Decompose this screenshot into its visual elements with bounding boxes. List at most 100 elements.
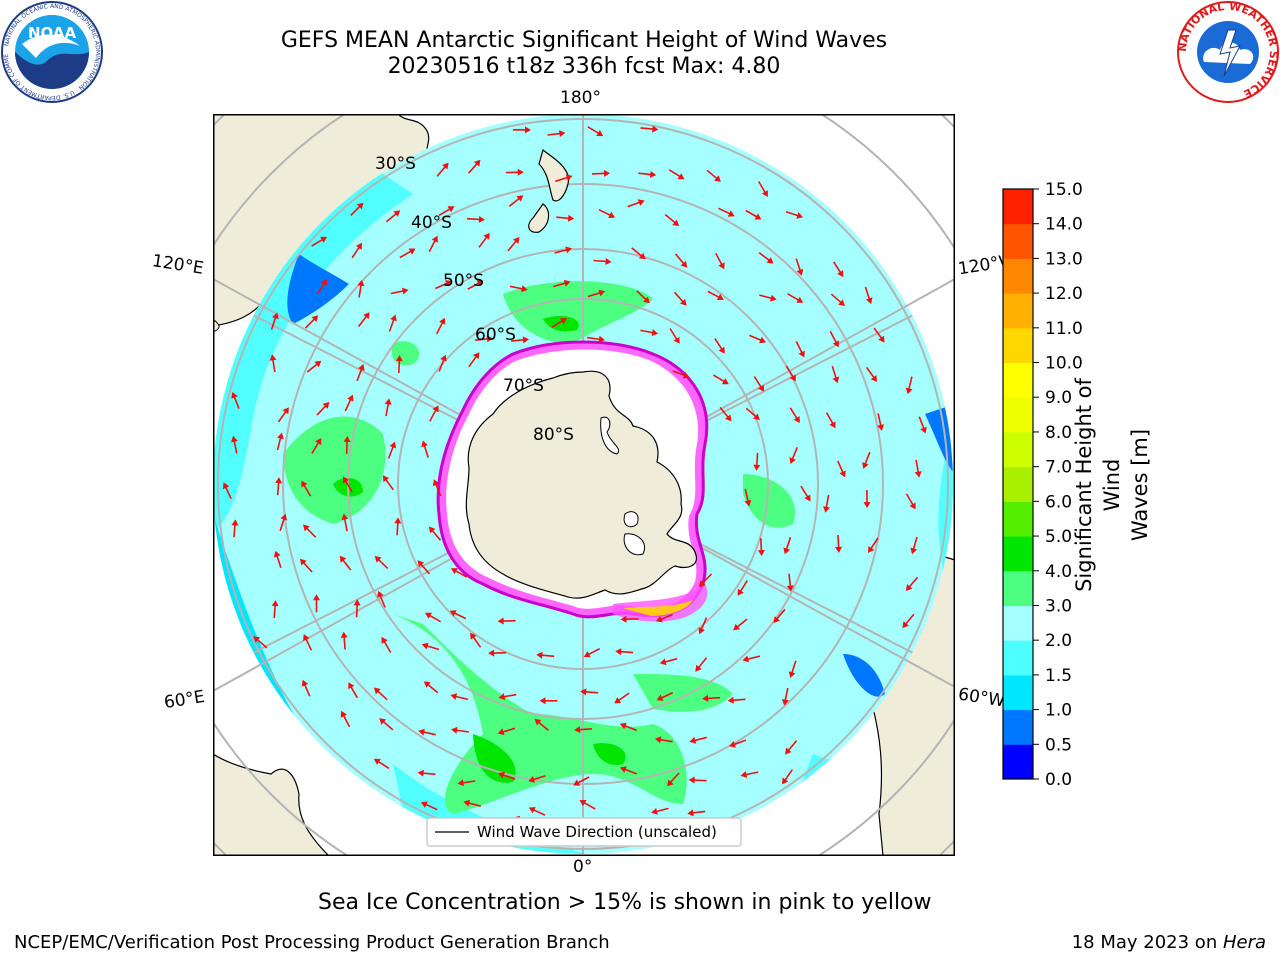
wave-arrow-head (580, 688, 587, 696)
wave-arrow-shaft (586, 336, 602, 341)
wave-arrow-head (463, 799, 471, 807)
wave-arrow-shaft (390, 289, 405, 295)
wave-arrow-shaft (556, 216, 571, 220)
wave-arrow-head (796, 296, 804, 303)
wave-arrow-shaft (654, 807, 669, 813)
wave-arrow-head (473, 352, 480, 360)
wave-arrow-head (596, 130, 604, 137)
wave-arrow-head (470, 632, 477, 640)
wave-arrow-shaft (745, 407, 758, 419)
lon-label-60e: 60°E (162, 686, 207, 714)
wave-arrow-head (920, 426, 927, 434)
wave-arrow-shaft (355, 603, 358, 618)
wave-arrow-head (909, 502, 916, 510)
wave-arrow-head (417, 769, 424, 777)
wave-arrow-head (789, 374, 796, 382)
wave-arrow-shaft (341, 558, 352, 571)
lat-label-30s: 30°S (375, 154, 416, 174)
wave-arrow-head (498, 693, 506, 701)
wave-arrow-shaft (316, 281, 326, 295)
wave-arrow-shaft (587, 126, 601, 135)
wave-arrow-shaft (619, 650, 634, 654)
wave-arrow-shaft (907, 576, 919, 589)
wave-arrow-head (314, 360, 322, 368)
wave-arrow-shaft (508, 196, 521, 208)
wave-arrow-shaft (623, 724, 637, 732)
wave-arrow-shaft (759, 294, 774, 300)
wave-arrow-shaft (790, 660, 797, 675)
wave-arrow-shaft (905, 493, 915, 507)
wave-arrow-head (832, 376, 840, 384)
wave-arrow-shaft (224, 485, 232, 500)
colorbar-tick-label: 5.0 (1045, 527, 1072, 547)
wave-arrow-head (659, 658, 667, 666)
wave-arrow-shaft (669, 772, 680, 784)
wave-arrow-head (574, 726, 581, 734)
wave-arrow-head (423, 681, 431, 688)
wave-arrow-shaft (356, 367, 363, 382)
wave-arrow-head (798, 350, 805, 358)
wave-arrow-shaft (396, 521, 399, 536)
wave-arrow-head (870, 375, 878, 382)
wave-arrow-head (357, 279, 365, 287)
wave-arrow-head (878, 335, 885, 343)
wave-arrow-head (341, 513, 349, 521)
wave-arrow-head (725, 414, 732, 422)
wave-arrow-head (615, 648, 622, 656)
wave-arrow-head (393, 210, 401, 217)
wave-arrow-shaft (478, 235, 489, 248)
wave-arrow-head (315, 438, 322, 445)
wave-arrow-shaft (691, 810, 706, 814)
colorbar-label-line2: Waves [m] (1128, 428, 1152, 542)
wave-arrow-head (689, 736, 697, 744)
wave-arrow-shaft (669, 328, 679, 341)
wave-arrow-head (651, 808, 658, 815)
wave-arrow-head (837, 270, 844, 278)
wave-arrow-head (473, 159, 481, 167)
footer-right: 18 May 2023 on Hera (1072, 932, 1266, 953)
wave-arrow-shaft (758, 252, 771, 262)
wave-arrow-head (598, 335, 605, 343)
colorbar-tick-label: 13.0 (1045, 249, 1083, 269)
wave-arrow-head (796, 268, 804, 276)
wave-arrow-head (614, 697, 622, 704)
wave-arrow-shaft (424, 803, 438, 811)
wave-arrow-shaft (731, 698, 746, 702)
wave-arrow-shaft (785, 537, 792, 551)
wave-arrow-shaft (344, 479, 353, 493)
wave-arrow-shaft (785, 210, 800, 217)
wave-arrow-head (619, 766, 627, 773)
wave-arrow-head (757, 384, 765, 392)
wave-arrow-shaft (277, 410, 288, 423)
wave-arrow-head (673, 336, 680, 344)
wave-arrow-head (785, 747, 792, 755)
wave-arrow-shaft (719, 406, 730, 419)
wave-arrow-shaft (436, 165, 447, 177)
wave-arrow-shaft (869, 537, 879, 551)
wave-arrow-head (823, 506, 830, 513)
wave-arrow-shaft (376, 689, 388, 701)
wave-arrow-shaft (739, 580, 748, 593)
wave-arrow-head (273, 550, 281, 558)
wave-arrow-head (559, 130, 566, 137)
wave-arrow-shaft (760, 538, 763, 553)
wave-arrow-head (303, 634, 310, 641)
wave-arrow-head (320, 236, 327, 243)
wave-arrow-shaft (434, 482, 442, 497)
wave-arrow-head (301, 679, 309, 687)
wave-arrow-head (695, 664, 702, 672)
wave-arrow-head (804, 494, 811, 502)
wave-arrow-head (757, 550, 765, 557)
wave-arrow-shaft (712, 374, 726, 383)
wave-arrow-head (445, 280, 452, 287)
wave-arrow-head (620, 615, 627, 623)
wave-arrow-shaft (387, 445, 395, 459)
wave-arrow-shaft (918, 416, 926, 431)
colorbar-tick-label: 9.0 (1045, 388, 1072, 408)
wave-arrow-head (486, 335, 493, 343)
wave-arrow-shaft (627, 201, 642, 208)
wave-arrow-head (230, 435, 238, 443)
wave-arrow-head (835, 546, 843, 553)
wave-arrow-head (417, 560, 425, 568)
lat-label-40s: 40°S (411, 213, 452, 233)
